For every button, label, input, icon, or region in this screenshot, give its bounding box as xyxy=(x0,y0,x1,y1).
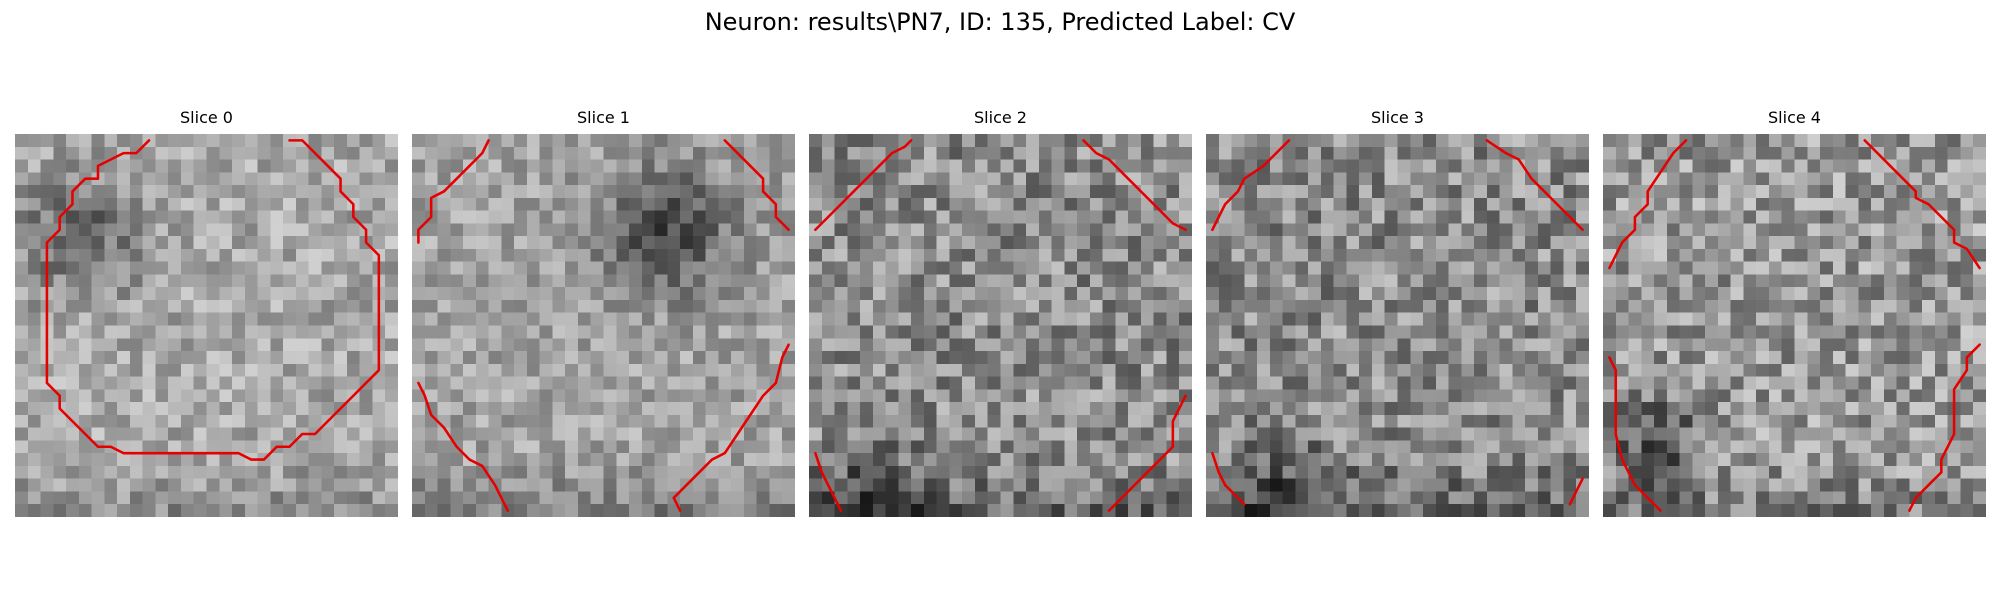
contour-line-0 xyxy=(45,139,381,461)
contour-line-2 xyxy=(814,451,843,512)
contour-line-1 xyxy=(723,139,790,232)
contour-line-3 xyxy=(1568,477,1584,506)
slice-panel-1: Slice 1 xyxy=(412,108,795,517)
slice-title-4: Slice 4 xyxy=(1768,108,1821,127)
slice-image-0 xyxy=(15,134,398,517)
pixel-grid xyxy=(1206,134,1589,517)
slice-title-2: Slice 2 xyxy=(974,108,1027,127)
pixel-grid xyxy=(809,134,1192,517)
contour-line-0 xyxy=(1608,139,1688,270)
contour-line-3 xyxy=(1908,343,1981,512)
contour-line-0 xyxy=(417,139,490,244)
slice-image-2 xyxy=(809,134,1192,517)
pixel-grid xyxy=(1603,134,1986,517)
slice-title-1: Slice 1 xyxy=(577,108,630,127)
slice-panel-0: Slice 0 xyxy=(15,108,398,517)
slice-image-1 xyxy=(412,134,795,517)
slice-panel-3: Slice 3 xyxy=(1206,108,1589,517)
contour-line-2 xyxy=(1211,451,1246,506)
contour-line-3 xyxy=(1107,394,1187,512)
slice-image-3 xyxy=(1206,134,1589,517)
contour-line-1 xyxy=(1863,139,1981,270)
contour-line-2 xyxy=(417,381,510,512)
slice-title-3: Slice 3 xyxy=(1371,108,1424,127)
contour-line-1 xyxy=(1082,139,1187,232)
slice-panel-4: Slice 4 xyxy=(1603,108,1986,517)
contour-line-0 xyxy=(1211,139,1291,232)
pixel-grid xyxy=(412,134,795,517)
pixel-grid xyxy=(15,134,398,517)
slice-panel-2: Slice 2 xyxy=(809,108,1192,517)
contour-line-0 xyxy=(814,139,913,232)
slice-image-4 xyxy=(1603,134,1986,517)
contour-line-3 xyxy=(672,343,790,512)
figure-title: Neuron: results\PN7, ID: 135, Predicted … xyxy=(704,8,1296,36)
contour-line-2 xyxy=(1608,356,1662,512)
slice-title-0: Slice 0 xyxy=(180,108,233,127)
contour-line-1 xyxy=(1485,139,1584,232)
